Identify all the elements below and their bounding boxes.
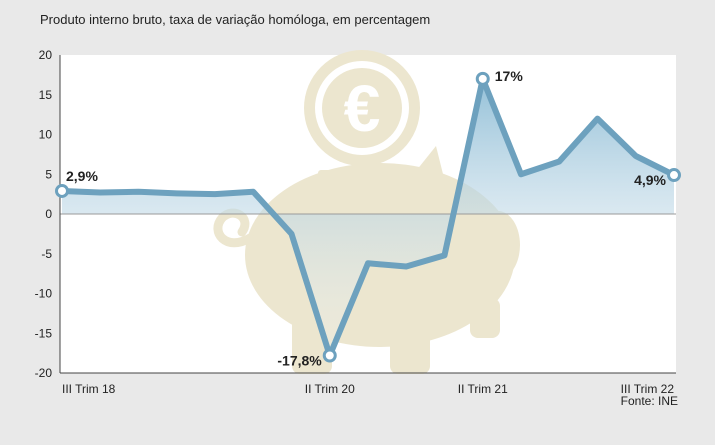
data-label: 2,9% (66, 168, 98, 184)
x-tick-label: III Trim 18 (62, 382, 116, 396)
y-tick-label: 5 (45, 167, 52, 181)
y-tick-label: 0 (45, 207, 52, 221)
x-tick-label: II Trim 21 (458, 382, 508, 396)
data-label: 4,9% (634, 172, 666, 188)
y-tick-label: 15 (39, 88, 53, 102)
data-point-marker (322, 348, 337, 363)
x-tick-label: III Trim 22 (621, 382, 675, 396)
y-tick-label: -20 (35, 366, 53, 380)
svg-text:€: € (344, 71, 381, 145)
chart-title: Produto interno bruto, taxa de variação … (40, 12, 431, 27)
data-label: 17% (495, 68, 524, 84)
series-line (59, 75, 677, 359)
data-point-marker (475, 71, 490, 86)
y-tick-label: 10 (39, 128, 53, 142)
y-tick-label: -10 (35, 287, 53, 301)
data-point-marker (667, 168, 681, 183)
x-tick-label: II Trim 20 (305, 382, 355, 396)
y-tick-label: 20 (39, 48, 53, 62)
y-tick-label: -5 (41, 247, 52, 261)
data-label: -17,8% (277, 353, 322, 369)
y-tick-label: -15 (35, 326, 53, 340)
source-note: Fonte: INE (620, 394, 678, 408)
area-fill (62, 78, 674, 356)
data-point-marker (55, 183, 69, 198)
